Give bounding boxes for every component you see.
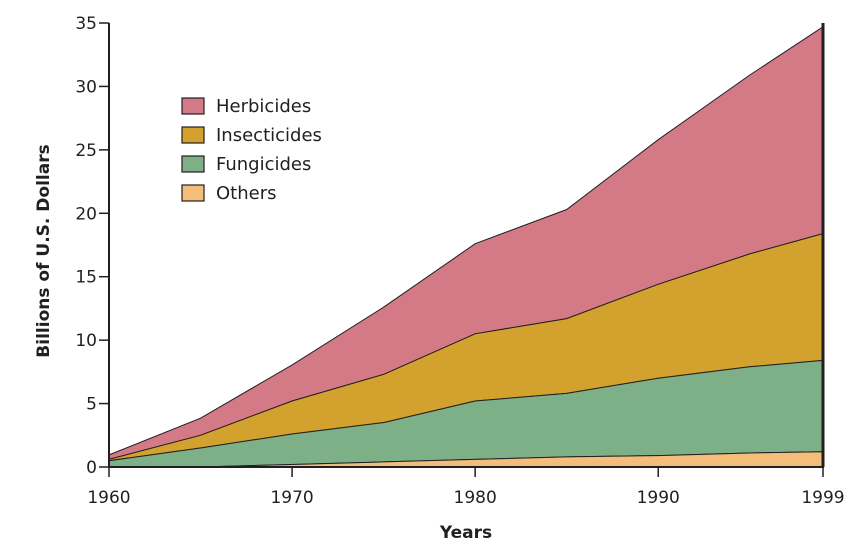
y-tick-label: 0 — [86, 458, 97, 478]
tick-labels: 0 5 10 15 20 25 30 35 1960 1970 1980 1990 1999 — [75, 14, 844, 508]
legend-label-others: Others — [216, 183, 277, 204]
y-tick-label: 10 — [75, 331, 97, 351]
legend: Herbicides Insecticides Fungicides Others — [181, 96, 322, 204]
x-tick-label: 1980 — [454, 488, 497, 508]
y-tick-label: 5 — [86, 395, 97, 415]
y-tick-label: 30 — [75, 77, 97, 97]
legend-label-herbicides: Herbicides — [216, 96, 311, 117]
x-tick-label: 1990 — [637, 488, 680, 508]
x-tick-label: 1999 — [801, 488, 844, 508]
x-axis-title: Years — [439, 523, 492, 543]
legend-label-fungicides: Fungicides — [216, 154, 311, 175]
axes — [99, 22, 825, 477]
y-axis-title: Billions of U.S. Dollars — [34, 144, 54, 357]
area-layers — [108, 25, 824, 468]
y-tick-label: 25 — [75, 141, 97, 161]
y-tick-label: 15 — [75, 268, 97, 288]
legend-swatch-insecticides — [181, 126, 205, 144]
legend-swatch-herbicides — [181, 97, 205, 115]
x-tick-label: 1960 — [87, 488, 130, 508]
legend-swatch-others — [181, 184, 205, 202]
legend-swatch-fungicides — [181, 155, 205, 173]
legend-label-insecticides: Insecticides — [216, 125, 322, 146]
y-tick-label: 35 — [75, 14, 97, 34]
y-tick-label: 20 — [75, 204, 97, 224]
x-tick-label: 1970 — [270, 488, 313, 508]
